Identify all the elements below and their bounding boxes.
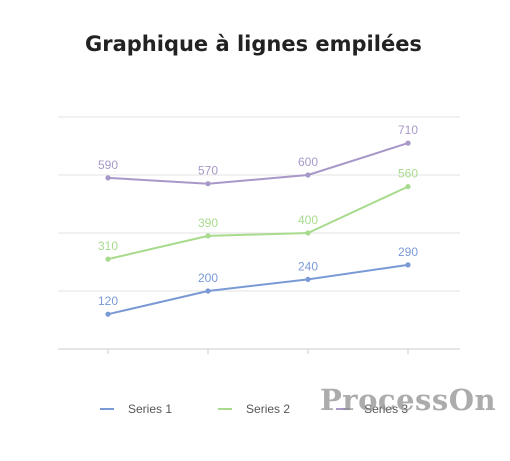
legend-item-series-2[interactable]: Series 2 — [218, 402, 290, 416]
series-1-data-label: 200 — [198, 271, 218, 285]
chart-title: Graphique à lignes empilées — [85, 32, 422, 56]
series-2-line — [107, 185, 409, 261]
x-axis — [58, 348, 460, 354]
watermark-logo: ProcessOn — [320, 383, 497, 417]
series-3-point — [105, 175, 111, 181]
data-labels: 120 200 240 290 310 390 400 560 590 570 600 710 — [98, 123, 418, 308]
series-1-point — [305, 276, 311, 282]
series-1-point — [105, 311, 111, 317]
series-2-point — [405, 184, 411, 190]
gridlines — [58, 116, 460, 292]
series-2-point — [205, 233, 211, 239]
series-2-point — [105, 256, 111, 262]
series-2-data-label: 400 — [298, 213, 318, 227]
legend: Series 1 Series 2 Series 3 — [100, 402, 454, 416]
series-1-data-label: 290 — [398, 245, 418, 259]
series-layer — [105, 140, 411, 317]
legend-item-series-1[interactable]: Series 1 — [100, 402, 172, 416]
series-2-data-label: 390 — [198, 216, 218, 230]
legend-label: Series 1 — [128, 402, 173, 416]
series-2-data-label: 560 — [398, 167, 418, 181]
legend-swatch — [100, 408, 114, 410]
series-1-data-label: 240 — [298, 259, 318, 273]
series-2-data-label: 310 — [98, 239, 118, 253]
series-3-data-label: 710 — [398, 123, 418, 137]
series-1-point — [405, 262, 411, 268]
series-3-point — [305, 172, 311, 178]
series-3-line — [107, 142, 409, 185]
legend-item-series-3[interactable]: Series 3 — [336, 402, 408, 416]
series-2-point — [305, 230, 311, 236]
series-3-point — [205, 181, 211, 187]
legend-label: Series 3 — [364, 402, 409, 416]
series-1-line — [107, 263, 409, 316]
series-3-data-label: 600 — [298, 155, 318, 169]
legend-swatch — [218, 408, 233, 410]
series-3-data-label: 570 — [198, 164, 218, 178]
legend-label: Series 2 — [246, 402, 291, 416]
series-3-point — [405, 140, 411, 146]
legend-swatch — [336, 408, 351, 410]
series-1-point — [205, 288, 211, 294]
series-1-data-label: 120 — [98, 294, 118, 308]
series-3-data-label: 590 — [98, 158, 118, 172]
